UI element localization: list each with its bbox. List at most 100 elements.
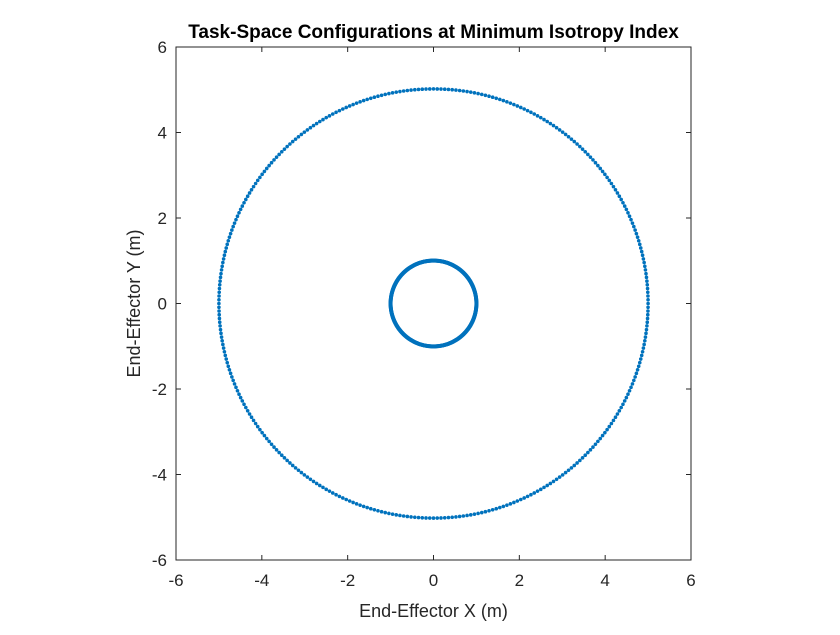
data-point bbox=[269, 442, 274, 447]
data-point bbox=[468, 90, 473, 94]
data-point bbox=[622, 204, 627, 208]
data-point bbox=[626, 392, 630, 396]
data-point bbox=[220, 264, 224, 269]
data-point bbox=[409, 515, 413, 519]
data-point bbox=[258, 427, 262, 432]
x-axis-label: End-Effector X (m) bbox=[359, 601, 508, 621]
data-point bbox=[225, 360, 230, 365]
data-point bbox=[217, 297, 221, 302]
data-point bbox=[277, 450, 281, 455]
series-1 bbox=[217, 87, 650, 520]
data-point bbox=[253, 181, 258, 186]
data-point bbox=[327, 489, 332, 493]
data-point bbox=[401, 514, 406, 518]
data-point bbox=[627, 388, 632, 393]
data-point bbox=[253, 421, 258, 426]
x-tick-label: -4 bbox=[254, 571, 269, 590]
data-point bbox=[522, 107, 526, 111]
data-point bbox=[622, 399, 627, 403]
data-point bbox=[646, 294, 650, 298]
data-point bbox=[642, 342, 646, 347]
data-point bbox=[347, 104, 352, 108]
data-point bbox=[228, 231, 233, 236]
data-point bbox=[508, 502, 513, 506]
data-point bbox=[420, 87, 425, 92]
data-point bbox=[644, 327, 649, 332]
data-point bbox=[640, 253, 645, 258]
data-point bbox=[596, 163, 600, 168]
data-point bbox=[634, 231, 639, 236]
data-point bbox=[217, 320, 222, 325]
data-point bbox=[572, 139, 577, 144]
y-tick-label: -6 bbox=[152, 551, 167, 570]
data-point bbox=[368, 96, 373, 101]
data-point bbox=[640, 349, 645, 354]
data-point bbox=[538, 487, 543, 492]
data-point bbox=[317, 483, 322, 488]
data-point bbox=[372, 507, 377, 512]
data-point bbox=[593, 160, 598, 165]
x-tick-label: 4 bbox=[600, 571, 609, 590]
data-point bbox=[454, 88, 458, 92]
data-point bbox=[269, 160, 274, 165]
data-point bbox=[420, 515, 425, 520]
data-point bbox=[487, 94, 491, 99]
data-point bbox=[218, 279, 222, 283]
data-point bbox=[314, 481, 319, 486]
data-point bbox=[442, 87, 447, 92]
data-point bbox=[575, 142, 579, 146]
data-point bbox=[251, 184, 256, 189]
data-point bbox=[508, 101, 513, 105]
data-point bbox=[630, 221, 635, 225]
data-point bbox=[461, 89, 466, 93]
data-point bbox=[645, 312, 650, 317]
data-point bbox=[334, 492, 338, 497]
data-point bbox=[260, 172, 264, 177]
data-point bbox=[643, 338, 647, 343]
data-point bbox=[401, 89, 406, 93]
data-point bbox=[645, 282, 650, 287]
data-point bbox=[277, 152, 281, 157]
data-point bbox=[542, 485, 546, 490]
data-point bbox=[379, 93, 384, 98]
data-point bbox=[237, 392, 241, 396]
data-point bbox=[358, 100, 362, 104]
data-point bbox=[548, 481, 553, 486]
data-point bbox=[217, 290, 222, 295]
data-point bbox=[512, 102, 516, 107]
data-point bbox=[646, 305, 650, 310]
data-point bbox=[217, 316, 222, 321]
data-point bbox=[617, 194, 622, 199]
data-point bbox=[439, 516, 443, 520]
data-point bbox=[635, 368, 640, 372]
data-point bbox=[591, 158, 595, 162]
data-point bbox=[591, 445, 595, 449]
data-point bbox=[341, 107, 345, 111]
data-point bbox=[629, 385, 633, 390]
data-point bbox=[501, 504, 506, 509]
data-point bbox=[646, 301, 650, 306]
data-point bbox=[394, 90, 399, 94]
data-point bbox=[293, 466, 298, 470]
data-point bbox=[563, 132, 568, 137]
data-point bbox=[337, 108, 342, 113]
data-point bbox=[641, 346, 646, 350]
data-point bbox=[305, 128, 310, 132]
data-point bbox=[347, 499, 352, 503]
data-point bbox=[365, 97, 369, 102]
data-point bbox=[274, 448, 279, 452]
data-point bbox=[476, 511, 480, 516]
data-point bbox=[242, 402, 246, 407]
data-point bbox=[476, 91, 480, 96]
y-tick-label: 6 bbox=[158, 38, 167, 57]
data-point bbox=[368, 506, 373, 511]
data-point bbox=[598, 436, 603, 441]
data-point bbox=[394, 513, 399, 517]
data-point bbox=[607, 178, 612, 183]
data-point bbox=[637, 360, 642, 365]
data-point bbox=[314, 121, 319, 126]
data-point bbox=[633, 375, 637, 379]
data-point bbox=[217, 301, 221, 306]
data-point bbox=[226, 364, 231, 369]
data-point bbox=[240, 399, 245, 403]
